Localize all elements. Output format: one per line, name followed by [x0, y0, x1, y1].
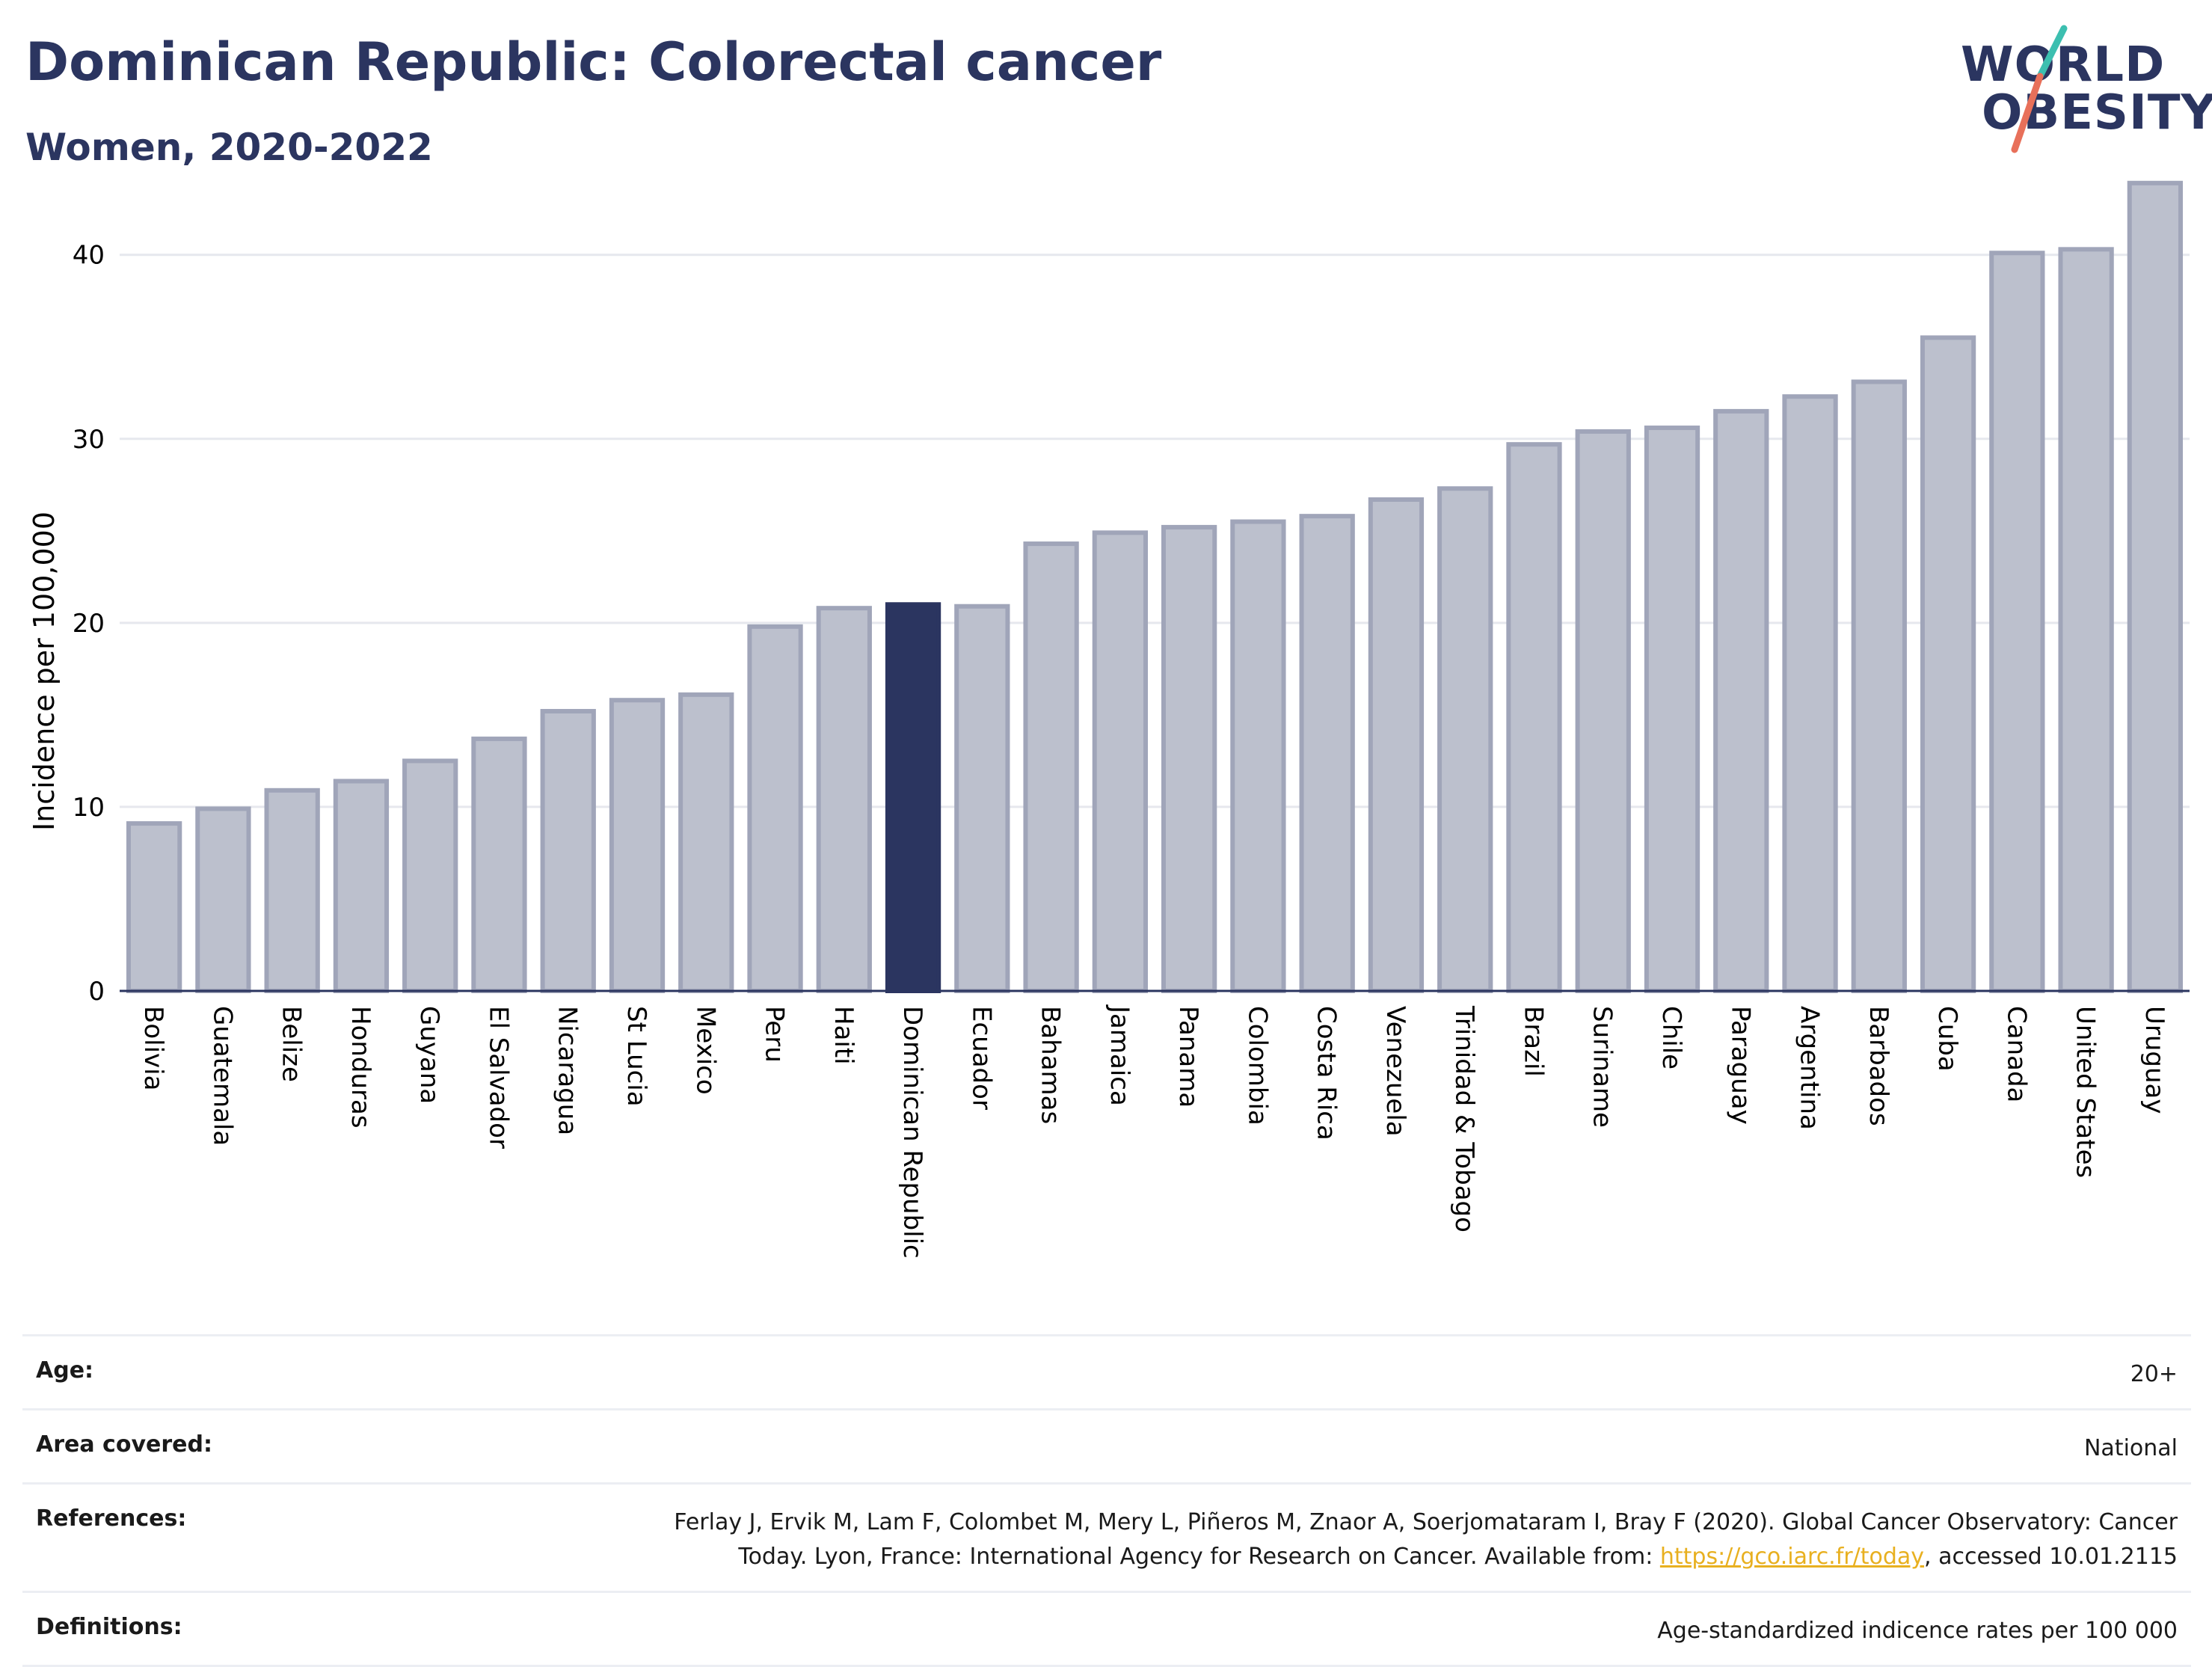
- x-tick-label: Nicaragua: [553, 1006, 583, 1135]
- bar-panama: [1161, 524, 1217, 994]
- bar-ecuador: [954, 604, 1010, 993]
- bar-barbados: [1851, 379, 1907, 993]
- x-category-labels: Bolivia Guatemala Belize Honduras Guyana El S…: [138, 1004, 2169, 1259]
- definitions-label: Definitions:: [36, 1614, 182, 1640]
- x-tick-label: El Salvador: [483, 1006, 513, 1149]
- references-line1: Ferlay J, Ervik M, Lam F, Colombet M, Me…: [674, 1509, 2178, 1535]
- x-tick-label: Cuba: [1932, 1006, 1962, 1072]
- bar-colombia: [1230, 519, 1286, 993]
- bar-uruguay: [2127, 180, 2184, 994]
- bar-dominican-republic: [885, 602, 941, 993]
- bar-chile: [1644, 426, 1701, 994]
- bar-honduras: [333, 779, 390, 993]
- x-tick-label: Peru: [760, 1006, 790, 1063]
- bar-trinidad-tobago: [1437, 486, 1493, 993]
- x-tick-label: Suriname: [1588, 1006, 1617, 1128]
- references-line2-after: , accessed 10.01.2115: [1924, 1544, 2178, 1570]
- x-tick-label: Bahamas: [1036, 1006, 1066, 1124]
- y-tick-label: 0: [88, 977, 105, 1007]
- y-tick-labels: 0 10 20 30 40: [73, 241, 105, 1007]
- x-tick-label: Chile: [1656, 1006, 1686, 1069]
- x-tick-label: Jamaica: [1105, 1004, 1134, 1106]
- x-tick-label: Costa Rica: [1312, 1006, 1342, 1141]
- logo-slash-icon: [2011, 25, 2068, 153]
- chart-title: Dominican Republic: Colorectal cancer: [25, 31, 1162, 93]
- bar-haiti: [816, 606, 872, 993]
- x-tick-label: Belize: [277, 1006, 307, 1082]
- y-axis-title: Incidence per 100,000: [28, 512, 61, 831]
- x-tick-label: Honduras: [345, 1006, 375, 1129]
- bar-nicaragua: [540, 708, 596, 993]
- bar-paraguay: [1713, 408, 1769, 993]
- bar-jamaica: [1092, 530, 1149, 994]
- x-tick-label: Panama: [1173, 1006, 1203, 1108]
- x-tick-label: Trinidad & Tobago: [1449, 1005, 1479, 1232]
- bar-belize: [264, 788, 320, 993]
- info-row-area: Area covered: National: [22, 1408, 2191, 1482]
- bar-venezuela: [1368, 497, 1425, 993]
- x-tick-label: Argentina: [1795, 1006, 1825, 1130]
- references-link[interactable]: https://gco.iarc.fr/today: [1659, 1544, 1925, 1570]
- x-tick-label: Colombia: [1242, 1006, 1272, 1126]
- y-tick-label: 40: [73, 241, 105, 271]
- x-tick-label: Haiti: [829, 1006, 858, 1065]
- bar-costa-rica: [1299, 514, 1355, 993]
- x-tick-label: Uruguay: [2139, 1006, 2169, 1114]
- info-table: Age: 20+ Area covered: National Referenc…: [22, 1334, 2191, 1667]
- x-tick-label: Ecuador: [966, 1006, 996, 1110]
- bar-suriname: [1575, 429, 1631, 993]
- x-tick-label: Dominican Republic: [897, 1006, 927, 1259]
- chart-subtitle: Women, 2020-2022: [25, 126, 433, 169]
- area-value: National: [2083, 1435, 2178, 1461]
- info-row-references: References: Ferlay J, Ervik M, Lam F, Co…: [22, 1482, 2191, 1591]
- x-tick-label: Barbados: [1864, 1006, 1893, 1126]
- y-tick-label: 30: [73, 425, 105, 455]
- area-label: Area covered:: [36, 1431, 212, 1458]
- x-tick-label: Canada: [2001, 1006, 2031, 1102]
- bar-brazil: [1506, 442, 1562, 994]
- bar-cuba: [1920, 335, 1976, 993]
- x-tick-label: Brazil: [1518, 1006, 1548, 1077]
- y-tick-label: 20: [73, 609, 105, 639]
- x-tick-label: Paraguay: [1725, 1006, 1755, 1125]
- bar-st-lucia: [609, 698, 666, 994]
- x-tick-label: St Lucia: [621, 1006, 651, 1107]
- x-tick-label: United States: [2071, 1006, 2101, 1178]
- info-row-age: Age: 20+: [22, 1334, 2191, 1408]
- bars: [126, 180, 2184, 994]
- references-line2-before: Today. Lyon, France: International Agenc…: [738, 1544, 1660, 1570]
- logo-text-world: WORLD: [1961, 37, 2166, 93]
- x-tick-label: Venezuela: [1380, 1006, 1410, 1137]
- bar-el-salvador: [471, 736, 527, 993]
- x-tick-label: Bolivia: [138, 1006, 168, 1090]
- bar-mexico: [678, 692, 734, 994]
- references-value: Ferlay J, Ervik M, Lam F, Colombet M, Me…: [674, 1505, 2178, 1574]
- bar-peru: [747, 624, 803, 993]
- age-label: Age:: [36, 1357, 94, 1384]
- bar-bolivia: [126, 821, 182, 994]
- bar-guyana: [402, 758, 458, 993]
- x-tick-label: Guatemala: [207, 1006, 237, 1146]
- gridlines: [120, 254, 2190, 808]
- bar-bahamas: [1023, 541, 1079, 994]
- bar-chart: 0 10 20 30 40 Bolivia Guatemala Belize Honduras…: [28, 180, 2190, 1259]
- age-value: 20+: [2130, 1361, 2178, 1387]
- bar-argentina: [1782, 394, 1838, 993]
- world-obesity-logo: WORLD OBESITY: [1952, 22, 2212, 157]
- bar-canada: [1989, 251, 2045, 994]
- x-tick-label: Mexico: [690, 1006, 720, 1095]
- bar-united-states: [2058, 247, 2114, 993]
- definitions-value: Age-standardized indicence rates per 100…: [1657, 1618, 2178, 1644]
- x-tick-label: Guyana: [414, 1006, 444, 1104]
- y-tick-label: 10: [73, 793, 105, 823]
- info-row-definitions: Definitions: Age-standardized indicence …: [22, 1591, 2191, 1667]
- bar-guatemala: [195, 806, 251, 993]
- references-label: References:: [36, 1505, 187, 1532]
